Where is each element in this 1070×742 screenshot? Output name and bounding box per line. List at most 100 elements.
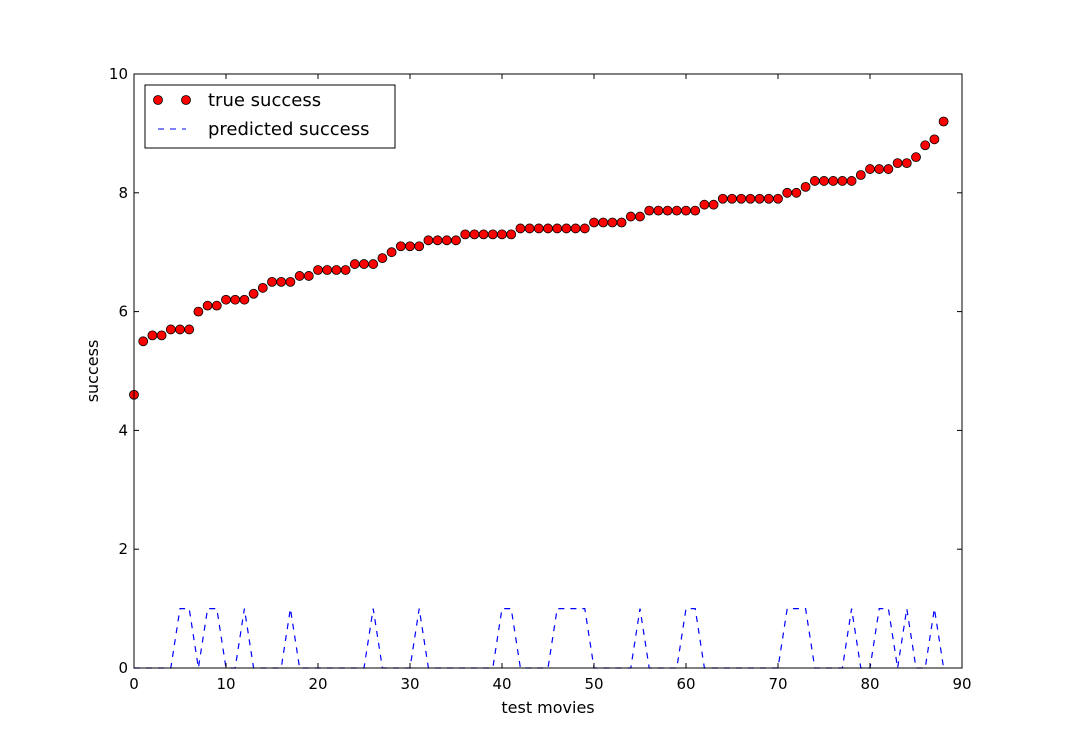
true-success-point [165,324,176,335]
y-tick-label: 0 [118,659,128,677]
true-success-point [699,199,710,210]
y-axis-label: success [83,340,102,403]
true-success-point [248,288,259,299]
y-tick-label: 6 [118,303,128,321]
true-success-point [635,211,645,222]
true-success-point [644,205,655,216]
true-success-point [865,164,875,174]
true-success-point [708,199,719,210]
y-tick-label: 4 [118,421,128,439]
legend: true success predicted success [144,84,396,149]
true-success-point [138,336,149,347]
true-success-point [349,259,360,269]
predicted-success-series [134,607,945,669]
true-success-point [828,176,839,186]
true-success-point [414,241,425,252]
legend-marker-true-success [181,95,191,105]
true-success-point [874,164,885,174]
true-success-point [340,265,351,275]
true-success-point [506,229,517,240]
true-success-point [579,223,590,234]
true-success-point [487,229,498,240]
x-tick-label: 40 [492,675,511,693]
true-success-point [892,158,903,169]
true-success-point [570,223,581,234]
true-success-point [460,229,471,240]
true-success-point [202,300,213,311]
x-tick-label: 0 [129,675,139,693]
true-success-point [441,235,452,246]
x-tick-label: 30 [400,675,419,693]
true-success-point [478,229,489,240]
true-success-point [543,223,553,234]
axis-ticks: 0 10 20 30 40 50 60 70 80 90 0 2 4 6 8 10 [109,65,972,693]
true-success-point [846,176,857,186]
x-tick-label: 80 [860,675,879,693]
true-success-point [331,265,342,275]
true-success-point [193,306,204,317]
true-success-point [616,217,627,228]
predicted-success-line [134,607,945,669]
true-success-point [533,223,544,234]
true-success-point [929,134,940,145]
true-success-point [156,330,167,341]
true-success-point [773,193,783,204]
true-success-point [386,247,397,258]
true-success-point [524,223,535,234]
true-success-point [625,211,636,222]
true-success-series [129,116,949,400]
true-success-point [515,223,526,234]
legend-frame [144,84,396,149]
true-success-point [717,193,728,204]
true-success-point [377,253,388,264]
true-success-point [607,217,618,228]
true-success-point [405,241,415,252]
true-success-point [147,330,158,341]
true-success-point [257,282,268,293]
true-success-point [901,158,912,169]
true-success-point [920,140,931,151]
true-success-point [681,205,691,216]
true-success-point [754,193,765,204]
true-success-point [469,229,480,240]
true-success-point [239,294,250,305]
true-success-point [800,181,811,192]
true-success-point [303,271,314,281]
true-success-point [313,265,323,275]
true-success-point [736,193,747,204]
y-tick-label: 2 [118,540,128,558]
true-success-point [791,187,802,198]
true-success-point [855,170,866,180]
x-tick-label: 60 [676,675,695,693]
legend-marker-true-success [153,95,163,105]
true-success-point [276,276,287,287]
true-success-point [809,176,820,186]
true-success-point [745,193,756,204]
x-tick-label: 50 [584,675,603,693]
true-success-point [432,235,443,246]
x-axis-label: test movies [501,698,594,717]
true-success-point [837,176,848,186]
true-success-point [819,176,829,186]
true-success-point [221,294,231,305]
true-success-point [451,235,461,246]
x-tick-label: 90 [952,675,971,693]
true-success-point [230,294,241,305]
true-success-point [690,205,701,216]
true-success-point [883,164,894,174]
true-success-point [552,223,563,234]
true-success-point [294,271,305,281]
true-success-point [671,205,682,216]
true-success-point [763,193,774,204]
true-success-point [423,235,434,246]
y-tick-label: 8 [118,184,128,202]
true-success-point [561,223,572,234]
true-success-point [211,300,222,311]
y-tick-label: 10 [109,65,128,83]
true-success-point [368,259,379,269]
plot-frame [133,73,963,669]
true-success-point [938,116,949,127]
true-success-point [653,205,664,216]
x-tick-label: 70 [768,675,787,693]
